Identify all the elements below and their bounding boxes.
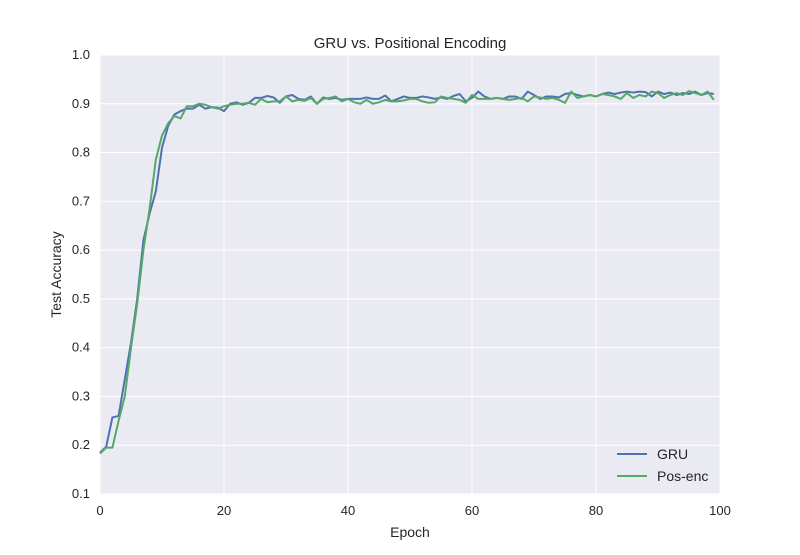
x-tick-label: 0 xyxy=(96,503,103,518)
legend: GRU Pos-enc xyxy=(617,446,708,484)
y-tick-label: 1.0 xyxy=(72,47,90,62)
y-tick-label: 0.5 xyxy=(72,291,90,306)
y-tick-label: 0.4 xyxy=(72,340,90,355)
x-tick-label: 40 xyxy=(341,503,355,518)
x-tick-labels: 0 20 40 60 80 100 xyxy=(96,503,730,518)
y-tick-label: 0.2 xyxy=(72,437,90,452)
legend-label-gru: GRU xyxy=(657,446,688,462)
x-axis-label: Epoch xyxy=(390,524,430,540)
y-tick-labels: 0.1 0.2 0.3 0.4 0.5 0.6 0.7 0.8 0.9 1.0 xyxy=(72,47,90,501)
y-tick-label: 0.8 xyxy=(72,145,90,160)
y-tick-label: 0.3 xyxy=(72,388,90,403)
x-tick-label: 60 xyxy=(465,503,479,518)
x-tick-label: 80 xyxy=(589,503,603,518)
series-lines xyxy=(99,90,715,455)
chart-title: GRU vs. Positional Encoding xyxy=(314,35,507,52)
y-tick-label: 0.1 xyxy=(72,486,90,501)
series-line-gru xyxy=(99,90,714,454)
x-tick-label: 100 xyxy=(709,503,731,518)
y-tick-label: 0.6 xyxy=(72,242,90,257)
y-tick-label: 0.9 xyxy=(72,96,90,111)
y-axis-label: Test Accuracy xyxy=(48,231,64,317)
y-tick-label: 0.7 xyxy=(72,193,90,208)
legend-label-pos-enc: Pos-enc xyxy=(657,468,708,484)
grid-lines xyxy=(99,54,721,495)
plot-area xyxy=(100,55,720,494)
series-line-pos-enc xyxy=(99,90,715,455)
x-tick-label: 20 xyxy=(217,503,231,518)
